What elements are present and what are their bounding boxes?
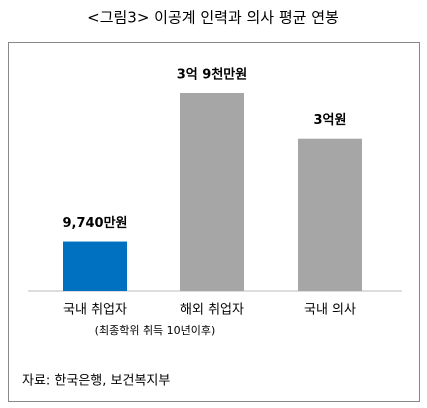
frame [8,42,420,402]
value-label: 3억 9천만원 [177,67,247,83]
x-tick-label: 해외 취업자 [180,303,244,318]
bar [63,241,127,291]
x-tick-label: 국내 의사 [304,303,356,318]
x-tick-label: 국내 취업자 [63,303,127,318]
source: 자료: 한국은행, 보건복지부 [22,373,170,389]
chart-title: <그림3> 이공계 인력과 의사 평균 연봉 [87,9,339,27]
bar [180,93,244,291]
value-label: 3억원 [314,113,347,128]
note: (최종학위 취득 10년이후) [95,324,216,337]
value-label: 9,740만원 [62,215,127,231]
bar [298,138,362,291]
